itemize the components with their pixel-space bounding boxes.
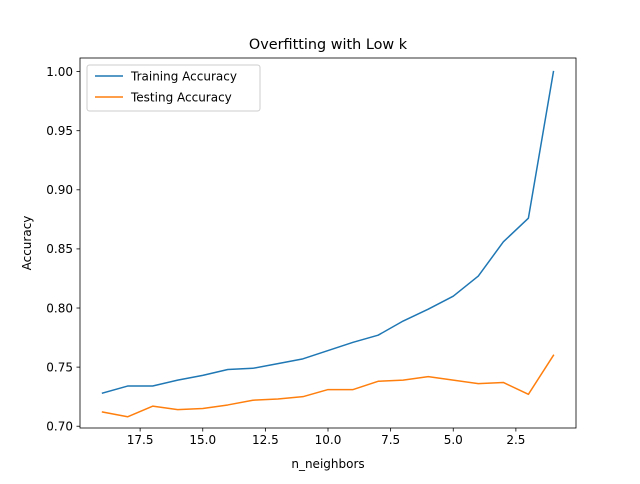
series-line-0 <box>101 70 555 395</box>
x-axis: 17.5 15.0 12.5 10.0 7.5 5.0 2.5 <box>127 428 525 447</box>
y-tick-label: 0.85 <box>46 242 73 256</box>
x-tick-label: 5.0 <box>444 433 463 447</box>
legend-label-1: Testing Accuracy <box>130 90 232 104</box>
x-tick-label: 2.5 <box>506 433 525 447</box>
y-tick-label: 0.90 <box>46 183 73 197</box>
y-tick-label: 0.80 <box>46 301 73 315</box>
plot-area <box>101 70 555 418</box>
y-tick-label: 1.00 <box>46 65 73 79</box>
x-tick-label: 15.0 <box>189 433 216 447</box>
chart-title: Overfitting with Low k <box>249 37 408 53</box>
y-tick-label: 0.75 <box>46 360 73 374</box>
x-tick-label: 10.0 <box>315 433 342 447</box>
legend: Training Accuracy Testing Accuracy <box>86 64 261 112</box>
x-tick-label: 7.5 <box>381 433 400 447</box>
y-axis: 0.70 0.75 0.80 0.85 0.90 0.95 1.00 <box>46 65 80 434</box>
y-axis-label: Accuracy <box>20 216 34 271</box>
legend-box <box>86 64 261 112</box>
x-tick-label: 17.5 <box>127 433 154 447</box>
x-tick-label: 12.5 <box>252 433 279 447</box>
series-line-1 <box>101 354 555 418</box>
y-tick-label: 0.95 <box>46 124 73 138</box>
x-axis-label: n_neighbors <box>291 457 364 471</box>
y-tick-label: 0.70 <box>46 420 73 434</box>
legend-label-0: Training Accuracy <box>130 69 237 83</box>
